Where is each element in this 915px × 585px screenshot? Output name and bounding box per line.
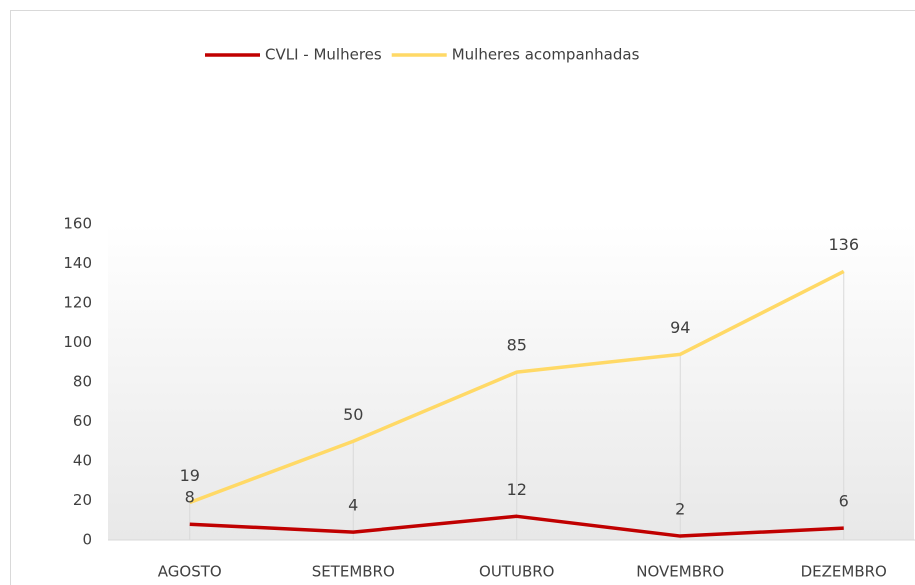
y-tick-label: 0 — [82, 531, 92, 549]
y-tick-label: 160 — [63, 215, 92, 233]
y-tick-label: 100 — [63, 333, 92, 351]
data-label: 136 — [828, 235, 859, 254]
data-label: 4 — [348, 496, 358, 515]
x-tick-label: OUTUBRO — [479, 563, 554, 581]
y-tick-label: 20 — [73, 491, 92, 509]
y-tick-label: 60 — [73, 412, 92, 430]
x-tick-label: AGOSTO — [158, 563, 222, 581]
data-label: 6 — [839, 492, 849, 511]
y-tick-label: 120 — [63, 294, 92, 312]
data-label: 8 — [185, 488, 195, 507]
y-tick-label: 140 — [63, 254, 92, 272]
legend-label: Mulheres acompanhadas — [452, 46, 640, 64]
x-tick-label: NOVEMBRO — [636, 563, 724, 581]
legend-label: CVLI - Mulheres — [265, 46, 382, 64]
data-label: 2 — [675, 500, 685, 519]
series-line — [189, 269, 845, 505]
series-line — [189, 514, 844, 538]
data-label: 50 — [343, 405, 363, 424]
data-label: 94 — [670, 318, 690, 337]
data-label: 19 — [180, 466, 200, 485]
data-label: 85 — [507, 336, 527, 355]
plot-background — [108, 224, 914, 540]
y-tick-label: 40 — [73, 452, 92, 470]
x-tick-label: DEZEMBRO — [801, 563, 887, 581]
x-tick-label: SETEMBRO — [312, 563, 395, 581]
y-tick-label: 80 — [73, 373, 92, 391]
data-label: 12 — [507, 480, 527, 499]
